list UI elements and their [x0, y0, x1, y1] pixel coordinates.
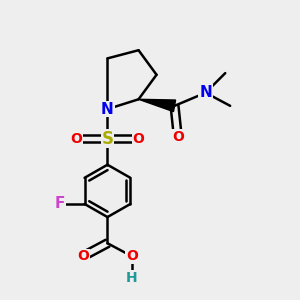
- Text: S: S: [101, 130, 113, 148]
- Text: O: O: [70, 131, 82, 146]
- Text: O: O: [77, 249, 89, 263]
- Text: N: N: [199, 85, 212, 100]
- Text: O: O: [126, 249, 138, 263]
- Text: O: O: [133, 131, 145, 146]
- Text: H: H: [126, 271, 138, 285]
- Text: F: F: [55, 196, 65, 211]
- Text: O: O: [172, 130, 184, 144]
- Polygon shape: [139, 99, 175, 112]
- Text: N: N: [101, 102, 114, 117]
